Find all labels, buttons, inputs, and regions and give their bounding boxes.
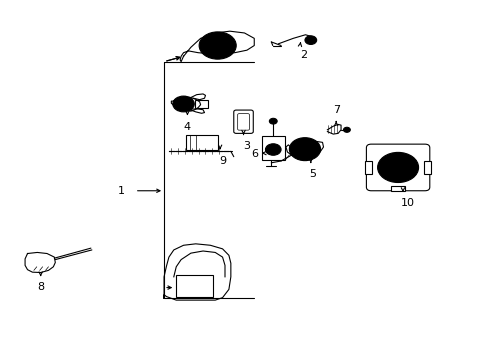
Circle shape (265, 144, 281, 155)
Bar (176, 275, 212, 297)
FancyBboxPatch shape (237, 114, 249, 130)
Circle shape (207, 39, 227, 53)
Text: 10: 10 (400, 198, 414, 208)
FancyBboxPatch shape (233, 110, 253, 134)
Bar (194, 100, 208, 108)
Text: 7: 7 (332, 105, 339, 116)
Circle shape (305, 36, 316, 44)
Text: 3: 3 (243, 140, 250, 150)
Circle shape (296, 143, 313, 156)
Bar (365, 161, 371, 174)
Circle shape (172, 96, 194, 112)
Text: 1: 1 (118, 186, 125, 196)
Circle shape (289, 138, 320, 161)
Text: 4: 4 (183, 122, 191, 132)
Text: 6: 6 (251, 149, 258, 159)
Bar (390, 186, 405, 192)
Circle shape (377, 152, 418, 183)
Circle shape (381, 156, 413, 179)
FancyBboxPatch shape (366, 144, 429, 191)
Text: 2: 2 (300, 50, 307, 60)
Text: 8: 8 (37, 282, 44, 292)
Text: 5: 5 (308, 168, 316, 179)
Text: 9: 9 (219, 156, 225, 166)
Bar (423, 161, 430, 174)
Circle shape (269, 118, 277, 124)
Bar (261, 136, 285, 160)
Circle shape (199, 32, 236, 59)
Circle shape (178, 100, 188, 108)
Circle shape (390, 162, 405, 173)
Circle shape (386, 159, 409, 176)
Circle shape (343, 127, 349, 132)
Bar (185, 135, 217, 150)
